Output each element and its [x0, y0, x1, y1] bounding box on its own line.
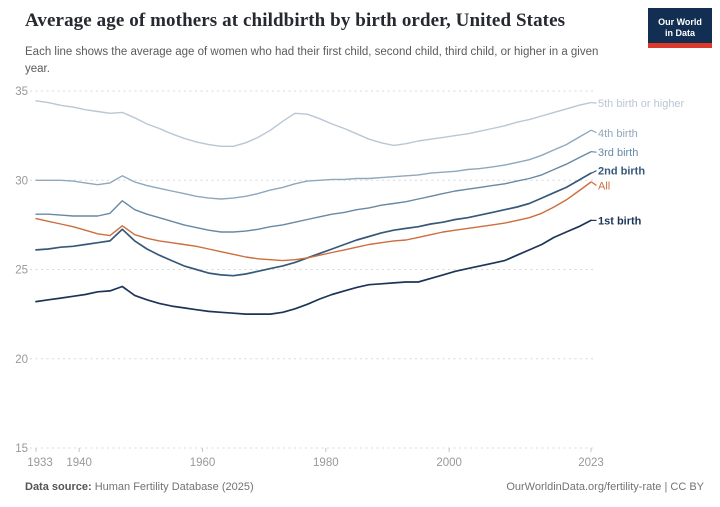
- x-axis-label-2000: 2000: [436, 457, 462, 469]
- legend-label-4th-birth[interactable]: 4th birth: [598, 128, 638, 140]
- legend-label-all[interactable]: All: [598, 181, 610, 193]
- legend-label-2nd-birth[interactable]: 2nd birth: [598, 166, 645, 178]
- data-source-value: Human Fertility Database (2025): [91, 481, 254, 493]
- data-source-note: Data source: Human Fertility Database (2…: [25, 481, 254, 493]
- logo-text-line2: in Data: [664, 28, 695, 38]
- legend-stub-2nd-birth: [591, 170, 597, 174]
- footer-citation-link[interactable]: OurWorldinData.org/fertility-rate | CC B…: [506, 481, 704, 493]
- x-axis-label-1940: 1940: [66, 457, 92, 469]
- x-axis-label-1933: 1933: [27, 457, 53, 469]
- x-axis-label-1980: 1980: [313, 457, 339, 469]
- series-line-3rd-birth: [35, 150, 592, 233]
- legend-stub-3rd-birth: [591, 151, 597, 153]
- owid-logo[interactable]: Our World in Data: [648, 8, 712, 48]
- legend-stub-all: [591, 181, 597, 187]
- legend-stub-5th-birth-or-higher: [591, 102, 597, 104]
- y-axis-label-35: 35: [15, 86, 28, 98]
- series-line-4th-birth: [35, 129, 592, 200]
- legend-label-5th-birth-or-higher[interactable]: 5th birth or higher: [598, 98, 685, 110]
- y-axis-label-30: 30: [15, 175, 28, 187]
- legend-label-3rd-birth[interactable]: 3rd birth: [598, 147, 638, 159]
- line-chart: 35 30 25 20 15 1933 1940 1960 1980 2000 2023 5th bi…: [15, 86, 685, 469]
- series-line-all: [35, 181, 592, 262]
- series-line-5th-birth-or-higher: [35, 100, 592, 148]
- y-axis-label-15: 15: [15, 443, 28, 455]
- logo-text-line1: Our World: [658, 17, 702, 27]
- data-source-label: Data source:: [25, 481, 92, 493]
- x-axis-label-2023: 2023: [578, 457, 604, 469]
- legend-label-1st-birth[interactable]: 1st birth: [598, 215, 642, 227]
- series-line-1st-birth: [35, 219, 592, 315]
- chart-subtitle: Each line shows the average age of women…: [25, 46, 599, 75]
- legend-stub-4th-birth: [591, 129, 597, 134]
- series-line-2nd-birth: [35, 172, 592, 277]
- chart-title: Average age of mothers at childbirth by …: [25, 10, 566, 31]
- x-axis-label-1960: 1960: [190, 457, 216, 469]
- y-axis-label-20: 20: [15, 354, 28, 366]
- y-axis-label-25: 25: [15, 265, 28, 277]
- logo-accent-bar: [648, 43, 712, 48]
